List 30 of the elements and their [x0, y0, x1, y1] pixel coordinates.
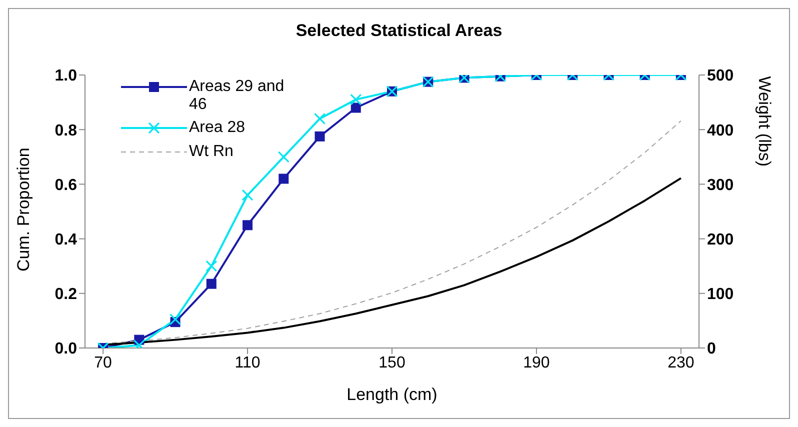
y-tick-label: 0.0: [54, 340, 78, 358]
y-tick-label: 0.6: [54, 176, 78, 194]
x-tick-label: 70: [94, 354, 112, 372]
y-tick-label: 1.0: [54, 68, 78, 85]
x-tick-label: 190: [523, 354, 550, 372]
x-tick-label: 110: [234, 354, 260, 372]
x-axis-title: Length (cm): [346, 385, 438, 404]
point: [206, 278, 216, 289]
x-tick-label: 230: [668, 354, 694, 372]
y2-tick-label: 100: [707, 286, 734, 304]
y-tick-label: 0.8: [54, 122, 78, 140]
y2-tick-label: 0: [707, 340, 716, 358]
y2-tick-label: 200: [707, 231, 734, 248]
legend-label: Areas 29 and 46: [189, 78, 286, 114]
y2-axis-title: Weight (lbs): [754, 76, 774, 166]
point: [278, 174, 289, 184]
y-tick-label: 0.4: [54, 231, 78, 248]
legend-label: Wt Rn: [189, 143, 234, 161]
point: [242, 220, 253, 230]
y2-tick-label: 300: [707, 176, 734, 194]
chart-title: Selected Statistical Areas: [294, 21, 504, 41]
legend-label: Area 28: [189, 119, 246, 137]
y-axis-title: Cum. Proportion: [14, 148, 34, 272]
point: [242, 189, 254, 201]
y-tick-label: 0.2: [54, 286, 78, 304]
point: [278, 151, 290, 163]
y2-tick-label: 400: [707, 122, 734, 140]
y2-tick-label: 500: [707, 68, 734, 85]
x-tick-label: 150: [378, 354, 406, 372]
point: [206, 260, 218, 272]
